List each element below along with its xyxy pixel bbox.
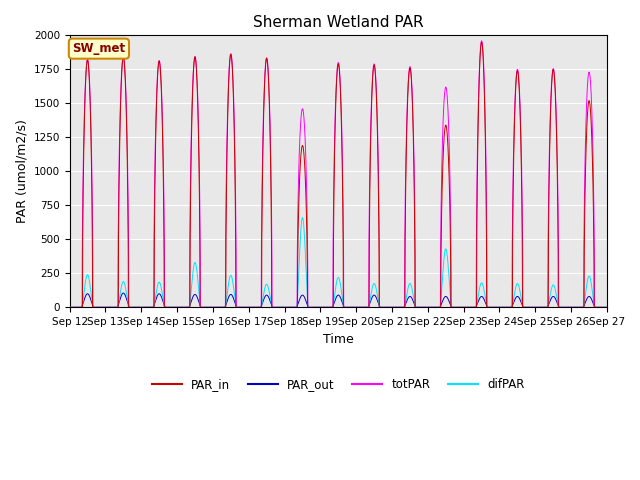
Line: difPAR: difPAR [70, 217, 607, 307]
PAR_out [429, 304, 436, 310]
PAR_out [318, 304, 326, 310]
Line: totPAR: totPAR [70, 41, 607, 307]
PAR_out [120, 290, 127, 296]
totPAR [477, 38, 485, 44]
difPAR [429, 304, 436, 310]
totPAR [459, 304, 467, 310]
PAR_in [318, 304, 326, 310]
Line: PAR_in: PAR_in [70, 42, 607, 307]
PAR_out [459, 304, 467, 310]
totPAR [429, 304, 436, 310]
Line: PAR_out: PAR_out [70, 293, 607, 307]
PAR_in [66, 304, 74, 310]
difPAR [299, 215, 307, 220]
difPAR [603, 304, 611, 310]
difPAR [602, 304, 610, 310]
PAR_in [603, 304, 611, 310]
difPAR [459, 304, 467, 310]
Title: Sherman Wetland PAR: Sherman Wetland PAR [253, 15, 424, 30]
difPAR [318, 304, 326, 310]
totPAR [318, 304, 326, 310]
difPAR [489, 304, 497, 310]
totPAR [66, 304, 74, 310]
Legend: PAR_in, PAR_out, totPAR, difPAR: PAR_in, PAR_out, totPAR, difPAR [148, 373, 529, 396]
PAR_in [163, 304, 170, 310]
PAR_out [489, 304, 497, 310]
Text: SW_met: SW_met [72, 42, 125, 55]
PAR_out [66, 304, 74, 310]
totPAR [603, 304, 611, 310]
PAR_in [459, 304, 467, 310]
PAR_in [477, 39, 485, 45]
totPAR [163, 304, 170, 310]
Y-axis label: PAR (umol/m2/s): PAR (umol/m2/s) [15, 120, 28, 223]
PAR_out [602, 304, 610, 310]
totPAR [602, 304, 610, 310]
PAR_out [603, 304, 611, 310]
PAR_in [429, 304, 436, 310]
PAR_in [602, 304, 610, 310]
difPAR [66, 304, 74, 310]
totPAR [489, 304, 497, 310]
X-axis label: Time: Time [323, 333, 354, 346]
difPAR [163, 304, 170, 310]
PAR_out [163, 304, 170, 310]
PAR_in [489, 304, 497, 310]
